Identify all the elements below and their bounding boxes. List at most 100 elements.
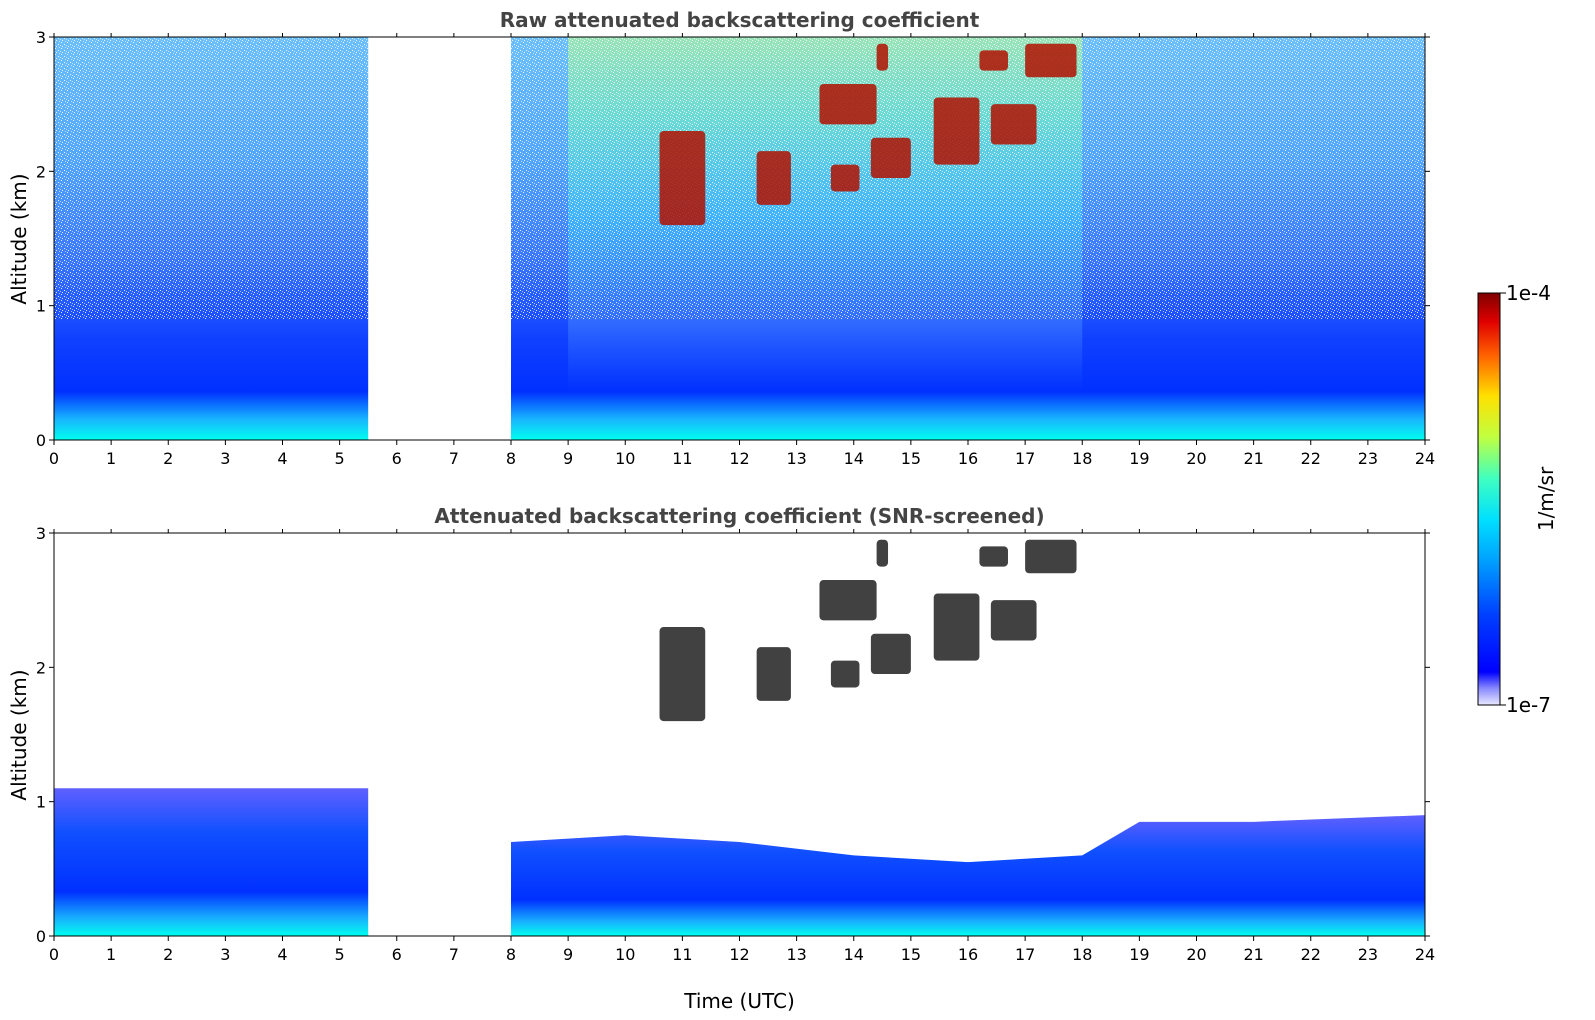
x-tick-label: 18	[1072, 945, 1092, 964]
y-tick-label: 1	[36, 793, 46, 812]
x-tick-label: 1	[106, 449, 116, 468]
x-tick-label: 23	[1358, 449, 1378, 468]
cloud-patch	[1025, 43, 1077, 78]
y-tick-label: 2	[36, 658, 46, 677]
x-tick-label: 23	[1358, 945, 1378, 964]
x-tick-label: 20	[1186, 449, 1206, 468]
x-tick-label: 24	[1415, 449, 1435, 468]
cloud-patch	[876, 43, 889, 71]
x-tick-label: 2	[163, 449, 173, 468]
x-tick-label: 10	[615, 945, 635, 964]
colorbar: 1e-4 1e-7 1/m/sr	[1477, 281, 1558, 717]
x-tick-label: 21	[1243, 449, 1263, 468]
screened-cloud-patch	[990, 600, 1037, 641]
x-tick-label: 4	[277, 449, 287, 468]
cloud-patch	[756, 151, 791, 205]
cloud-patch	[819, 84, 877, 125]
y-tick-label: 3	[36, 28, 46, 47]
x-tick-label: 9	[563, 449, 573, 468]
screened-cloud-patch	[1025, 539, 1077, 574]
x-tick-label: 8	[506, 945, 516, 964]
x-tick-label: 4	[277, 945, 287, 964]
x-tick-label: 3	[220, 449, 230, 468]
x-tick-label: 13	[786, 945, 806, 964]
x-tick-label: 11	[672, 449, 692, 468]
x-tick-label: 5	[335, 945, 345, 964]
panel-raw-title: Raw attenuated backscattering coefficien…	[500, 8, 980, 32]
panel-screened-x-axis: 0 1 2 3 4 5 6 7 8 9 10 11 12 13 14 15 16 17 18 19 20 21 22 23 24	[49, 529, 1435, 964]
x-tick-label: 12	[729, 449, 749, 468]
x-tick-label: 19	[1129, 945, 1149, 964]
cloud-patch	[870, 137, 911, 179]
x-tick-label: 14	[844, 449, 864, 468]
x-tick-label: 10	[615, 449, 635, 468]
colorbar-unit-label: 1/m/sr	[1534, 466, 1558, 531]
cloud-patch	[830, 164, 860, 192]
y-tick-label: 0	[36, 431, 46, 450]
colorbar-max-label: 1e-4	[1506, 281, 1551, 305]
panel-screened-xlabel: Time (UTC)	[683, 989, 795, 1013]
x-tick-label: 8	[506, 449, 516, 468]
panel-raw-y-axis: 0 1 2 3	[36, 28, 1430, 450]
panel-screened-heatmap	[54, 539, 1425, 936]
boundary-layer-region	[54, 788, 369, 936]
x-tick-label: 1	[106, 945, 116, 964]
x-tick-label: 19	[1129, 449, 1149, 468]
x-tick-label: 15	[901, 449, 921, 468]
colorbar-min-label: 1e-7	[1506, 693, 1551, 717]
screened-cloud-patch	[876, 539, 889, 567]
x-tick-label: 9	[563, 945, 573, 964]
cloud-patch	[990, 104, 1037, 145]
x-tick-label: 5	[335, 449, 345, 468]
x-tick-label: 21	[1243, 945, 1263, 964]
raw-noise-overlay	[54, 37, 369, 320]
x-tick-label: 16	[958, 945, 978, 964]
y-tick-label: 2	[36, 162, 46, 181]
screened-cloud-patch	[979, 546, 1008, 567]
x-tick-label: 18	[1072, 449, 1092, 468]
x-tick-label: 20	[1186, 945, 1206, 964]
x-tick-label: 6	[392, 945, 402, 964]
x-tick-label: 22	[1301, 945, 1321, 964]
x-tick-label: 0	[49, 449, 59, 468]
panel-raw: Raw attenuated backscattering coefficien…	[7, 8, 1435, 468]
x-tick-label: 22	[1301, 449, 1321, 468]
panel-raw-ylabel: Altitude (km)	[7, 173, 31, 304]
panel-screened-y-axis: 0 1 2 3	[36, 524, 1430, 946]
x-tick-label: 12	[729, 945, 749, 964]
x-tick-label: 17	[1015, 945, 1035, 964]
cloud-patch	[933, 97, 980, 165]
screened-cloud-patch	[870, 633, 911, 675]
panel-raw-x-axis: 0 1 2 3 4 5 6 7 8 9 10 11 12 13 14 15 16 17 18 19 20 21 22 23 24	[49, 33, 1435, 468]
panel-raw-heatmap	[54, 37, 1425, 440]
x-tick-label: 14	[844, 945, 864, 964]
screened-cloud-patch	[819, 580, 877, 621]
screened-cloud-patch	[933, 593, 980, 661]
x-tick-label: 17	[1015, 449, 1035, 468]
panel-screened-ylabel: Altitude (km)	[7, 669, 31, 800]
y-tick-label: 3	[36, 524, 46, 543]
boundary-layer-region	[511, 815, 1425, 936]
x-tick-label: 15	[901, 945, 921, 964]
y-tick-label: 0	[36, 927, 46, 946]
x-tick-label: 7	[449, 449, 459, 468]
cloud-patch	[659, 131, 706, 226]
x-tick-label: 3	[220, 945, 230, 964]
x-tick-label: 0	[49, 945, 59, 964]
x-tick-label: 2	[163, 945, 173, 964]
screened-cloud-patch	[756, 647, 791, 701]
x-tick-label: 13	[786, 449, 806, 468]
x-tick-label: 7	[449, 945, 459, 964]
panel-screened-title: Attenuated backscattering coefficient (S…	[434, 504, 1044, 528]
x-tick-label: 16	[958, 449, 978, 468]
cloud-patch	[979, 50, 1008, 71]
screened-cloud-patch	[659, 627, 706, 722]
screened-cloud-patch	[830, 660, 860, 688]
colorbar-gradient	[1477, 292, 1501, 706]
x-tick-label: 6	[392, 449, 402, 468]
panel-screened: Attenuated backscattering coefficient (S…	[7, 504, 1435, 1013]
x-tick-label: 11	[672, 945, 692, 964]
raw-noise-overlay	[511, 37, 1425, 320]
y-tick-label: 1	[36, 297, 46, 316]
